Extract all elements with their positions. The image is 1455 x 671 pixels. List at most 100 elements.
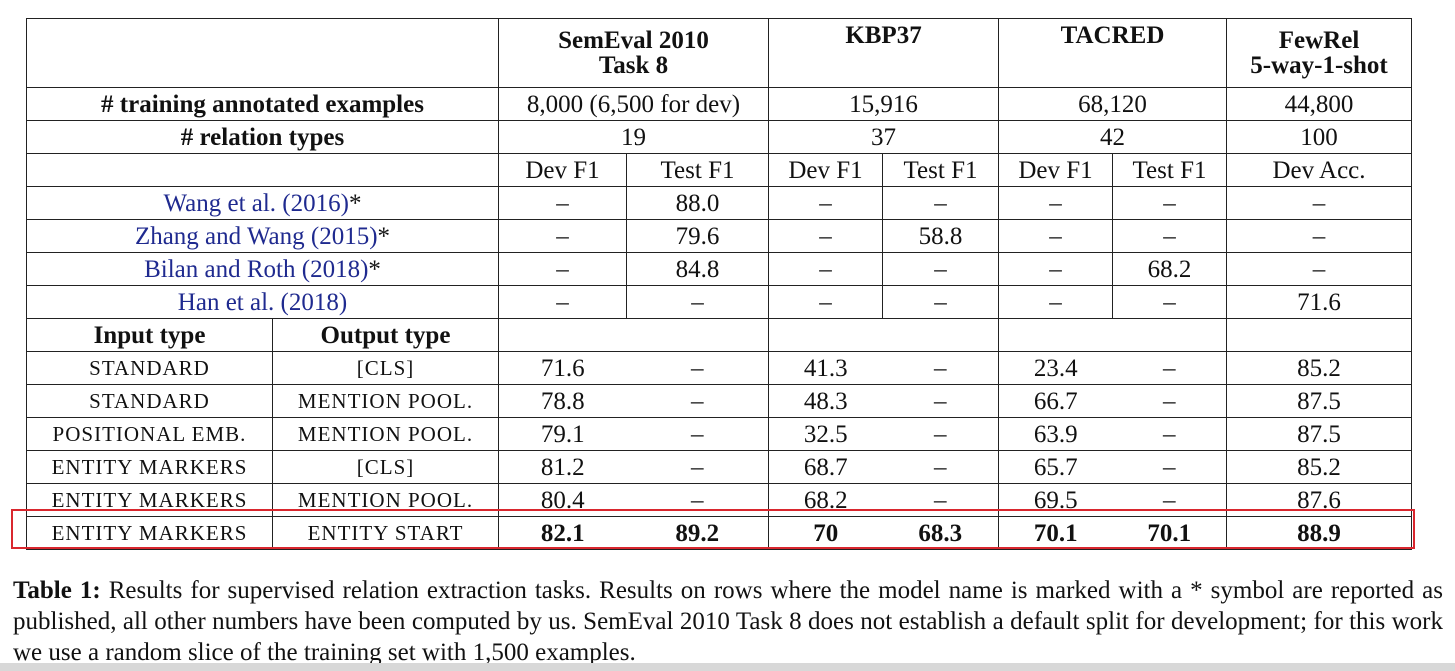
value-cell: – xyxy=(1112,219,1228,253)
value-cell: – xyxy=(1112,186,1228,220)
value-cell: 63.9 xyxy=(998,417,1113,451)
variant-row: ENTITY MARKERS [CLS] 81.2 – 68.7 – 65.7 … xyxy=(26,450,1412,484)
output-type: MENTION POOL. xyxy=(272,384,499,418)
value-cell: – xyxy=(1112,417,1227,451)
value-cell: 85.2 xyxy=(1226,450,1412,484)
value-cell: 71.6 xyxy=(1226,285,1413,319)
input-type: ENTITY MARKERS xyxy=(26,516,273,550)
value-cell: – xyxy=(1112,384,1227,418)
citation-link[interactable]: Han et al. (2018) xyxy=(177,288,348,316)
input-type: STANDARD xyxy=(26,351,273,385)
published-row: Wang et al. (2016)* – 88.0 – – – – – xyxy=(26,186,1413,220)
value-cell: – xyxy=(882,186,1000,220)
value-cell: 89.2 xyxy=(626,516,769,550)
value-cell: – xyxy=(1112,483,1227,517)
value-cell: 41.3 xyxy=(768,351,883,385)
value-cell: 70.1 xyxy=(998,516,1113,550)
published-mark: * xyxy=(368,255,381,283)
value-cell: – xyxy=(998,285,1114,319)
citation-link[interactable]: Wang et al. (2016) xyxy=(163,189,349,217)
value-cell: 66.7 xyxy=(998,384,1113,418)
empty-cell xyxy=(626,318,769,352)
results-table-top: SemEval 2010 Task 8 KBP37 TACRED FewRel … xyxy=(26,18,1413,319)
training-row: # training annotated examples 8,000 (6,5… xyxy=(26,87,1413,121)
metric-header: Test F1 xyxy=(882,153,1000,187)
value-cell: – xyxy=(768,285,884,319)
output-type: MENTION POOL. xyxy=(272,483,499,517)
citation-link[interactable]: Bilan and Roth (2018) xyxy=(144,255,369,283)
value-cell: 87.5 xyxy=(1226,384,1412,418)
caption-text: Results for supervised relation extracti… xyxy=(13,577,1443,666)
value-cell: 68.3 xyxy=(882,516,999,550)
dataset-header: SemEval 2010 Task 8 xyxy=(497,18,770,88)
metric-header: Dev F1 xyxy=(768,153,884,187)
value-cell: – xyxy=(626,450,769,484)
results-table-variants: Input type Output type STANDARD [CLS] 71… xyxy=(26,318,1412,550)
empty-cell xyxy=(882,318,999,352)
published-mark: * xyxy=(377,222,391,250)
value-cell: – xyxy=(626,351,769,385)
row-label: # training annotated examples xyxy=(26,87,499,121)
reference-cell: Wang et al. (2016)* xyxy=(26,186,499,220)
value-cell: – xyxy=(882,351,999,385)
value-cell: 79.1 xyxy=(498,417,627,451)
relation-count: 19 xyxy=(497,120,770,154)
input-type: STANDARD xyxy=(26,384,273,418)
value-cell: 78.8 xyxy=(498,384,627,418)
variant-header-row: Input type Output type xyxy=(26,318,1412,352)
metric-header: Dev F1 xyxy=(498,153,627,187)
empty-cell xyxy=(1112,318,1227,352)
value-cell: – xyxy=(882,450,999,484)
relation-count: 37 xyxy=(768,120,1000,154)
dataset-header: TACRED xyxy=(998,18,1228,88)
citation-link[interactable]: Zhang and Wang (2015) xyxy=(134,222,378,250)
value-cell: – xyxy=(498,186,627,220)
metric-header: Test F1 xyxy=(625,153,770,187)
value-cell: 87.5 xyxy=(1226,417,1412,451)
value-cell: 70.1 xyxy=(1112,516,1227,550)
value-cell: – xyxy=(626,417,769,451)
value-cell: 79.6 xyxy=(625,219,770,253)
published-mark: * xyxy=(348,189,362,217)
value-cell: 70 xyxy=(768,516,883,550)
empty-cell xyxy=(26,153,499,187)
output-type: MENTION POOL. xyxy=(272,417,499,451)
value-cell: – xyxy=(1112,450,1227,484)
reference-cell: Zhang and Wang (2015)* xyxy=(26,219,499,253)
value-cell: 87.6 xyxy=(1226,483,1412,517)
value-cell: – xyxy=(625,285,770,319)
value-cell: 68.2 xyxy=(1112,252,1228,286)
output-type: [CLS] xyxy=(272,450,499,484)
metric-header: Dev Acc. xyxy=(1226,153,1413,187)
output-type: [CLS] xyxy=(272,351,499,385)
dataset-header: KBP37 xyxy=(768,18,1000,88)
variant-row-best: ENTITY MARKERS ENTITY START 82.1 89.2 70… xyxy=(26,516,1412,550)
empty-cell xyxy=(498,318,627,352)
published-row: Bilan and Roth (2018)* – 84.8 – – – 68.2… xyxy=(26,252,1413,286)
value-cell: – xyxy=(1112,285,1228,319)
value-cell: 65.7 xyxy=(998,450,1113,484)
table-caption: Table 1: Results for supervised relation… xyxy=(13,575,1443,668)
value-cell: – xyxy=(882,417,999,451)
value-cell: – xyxy=(882,384,999,418)
value-cell: – xyxy=(1112,351,1227,385)
empty-cell xyxy=(768,318,883,352)
value-cell: – xyxy=(768,219,884,253)
scrollbar-track[interactable] xyxy=(0,663,1455,671)
input-type-header: Input type xyxy=(26,318,273,352)
value-cell: 88.9 xyxy=(1226,516,1412,550)
value-cell: 85.2 xyxy=(1226,351,1412,385)
variant-row: POSITIONAL EMB. MENTION POOL. 79.1 – 32.… xyxy=(26,417,1412,451)
value-cell: 23.4 xyxy=(998,351,1113,385)
value-cell: – xyxy=(768,186,884,220)
value-cell: – xyxy=(626,384,769,418)
training-count: 44,800 xyxy=(1226,87,1413,121)
best-row-highlight-box xyxy=(11,509,1415,549)
value-cell: 48.3 xyxy=(768,384,883,418)
value-cell: – xyxy=(882,252,1000,286)
metric-row: Dev F1 Test F1 Dev F1 Test F1 Dev F1 Tes… xyxy=(26,153,1413,187)
variant-row: STANDARD [CLS] 71.6 – 41.3 – 23.4 – 85.2 xyxy=(26,351,1412,385)
reference-cell: Bilan and Roth (2018)* xyxy=(26,252,499,286)
training-count: 68,120 xyxy=(998,87,1228,121)
value-cell: 58.8 xyxy=(882,219,1000,253)
